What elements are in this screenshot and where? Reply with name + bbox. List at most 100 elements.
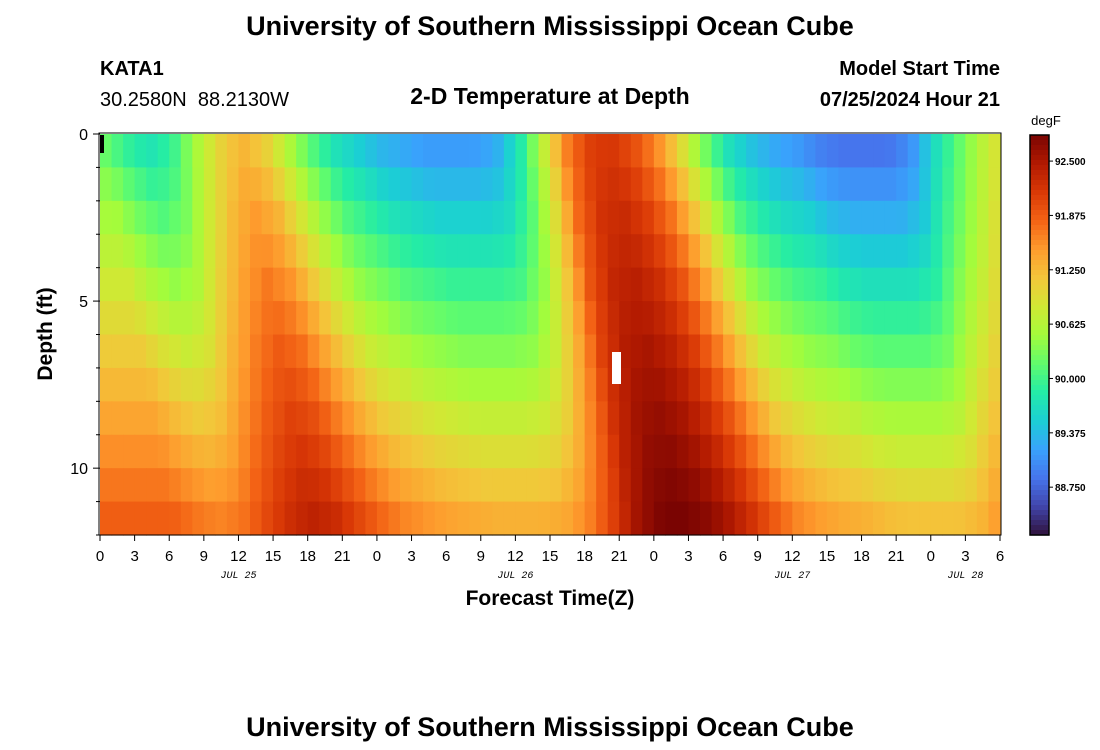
heatmap-cell <box>423 301 436 336</box>
heatmap-cell <box>111 401 124 436</box>
heatmap-cell <box>757 167 770 202</box>
colorbar-swatch <box>1030 230 1049 236</box>
heatmap-cell <box>988 234 1001 269</box>
heatmap-cell <box>342 468 355 503</box>
heatmap-cell <box>169 267 182 302</box>
heatmap-cell <box>630 267 643 302</box>
x-tick-label: 15 <box>819 548 836 565</box>
heatmap-cell <box>469 468 482 503</box>
heatmap-cell <box>561 434 574 469</box>
heatmap-cell <box>884 267 897 302</box>
y-tick-label: 0 <box>79 127 88 144</box>
heatmap-cell <box>653 468 666 503</box>
heatmap-cell <box>584 267 597 302</box>
heatmap-cell <box>100 200 113 235</box>
heatmap-cell <box>769 234 782 269</box>
heatmap-cell <box>976 200 990 235</box>
heatmap-cell <box>850 301 863 336</box>
heatmap-cell <box>711 468 724 503</box>
heatmap-cell <box>884 468 897 503</box>
heatmap-cell <box>434 434 447 469</box>
y-tick-label: 5 <box>79 294 88 311</box>
heatmap-cell <box>953 267 966 302</box>
heatmap-cell <box>769 401 782 436</box>
heatmap-cell <box>457 301 470 336</box>
heatmap-cell <box>746 167 759 202</box>
colorbar-swatch <box>1030 435 1049 441</box>
heatmap-cell <box>769 334 782 369</box>
heatmap-cell <box>850 200 863 235</box>
colorbar-swatch <box>1030 385 1049 391</box>
heatmap-cell <box>111 134 124 169</box>
heatmap-cell <box>342 367 355 402</box>
heatmap-cell <box>515 200 528 235</box>
heatmap-cell <box>273 134 286 169</box>
heatmap-cell <box>815 334 828 369</box>
heatmap-cell <box>526 267 540 302</box>
heatmap-cell <box>803 267 816 302</box>
colorbar-swatch <box>1030 400 1049 406</box>
heatmap-cell <box>861 468 874 503</box>
heatmap-cell <box>157 334 170 369</box>
heatmap-cell <box>203 468 216 503</box>
heatmap-cell <box>192 367 205 402</box>
colorbar-swatch <box>1030 265 1049 271</box>
heatmap-cell <box>411 401 424 436</box>
y-axis: 0 5 10 <box>70 127 100 536</box>
colorbar-swatch <box>1030 465 1049 471</box>
heatmap-cell <box>376 234 390 269</box>
heatmap-cell <box>307 334 320 369</box>
heatmap-cell <box>400 334 413 369</box>
heatmap-cell <box>976 267 990 302</box>
heatmap-cell <box>123 367 136 402</box>
station-id: KATA1 <box>100 58 164 80</box>
heatmap-cell <box>526 334 540 369</box>
colorbar-tick-label: 89.375 <box>1055 429 1086 440</box>
heatmap-cell <box>850 134 863 169</box>
heatmap-cell <box>250 501 263 536</box>
heatmap-cell <box>607 134 620 169</box>
heatmap-cell <box>861 200 874 235</box>
heatmap-cell <box>457 334 470 369</box>
colorbar-swatch <box>1030 210 1049 216</box>
heatmap-cell <box>146 468 159 503</box>
heatmap-cell <box>469 301 482 336</box>
heatmap-cell <box>596 367 609 402</box>
heatmap-cell <box>976 434 990 469</box>
heatmap-cell <box>296 200 309 235</box>
x-tick-label: 9 <box>200 548 208 565</box>
colorbar-swatch <box>1030 165 1049 171</box>
heatmap-cell <box>123 468 136 503</box>
heatmap-cell <box>700 501 713 536</box>
heatmap-cell <box>353 267 366 302</box>
heatmap-cell <box>296 401 309 436</box>
heatmap-cell <box>838 434 851 469</box>
colorbar-swatch <box>1030 475 1049 481</box>
heatmap-cell <box>446 134 459 169</box>
colorbar-swatch <box>1030 335 1049 341</box>
heatmap-cell <box>711 134 724 169</box>
heatmap-cell <box>538 301 551 336</box>
heatmap-cell <box>665 434 678 469</box>
heatmap-cell <box>723 334 736 369</box>
heatmap-cell <box>226 134 240 169</box>
heatmap-cell <box>134 167 147 202</box>
heatmap-cell <box>676 501 690 536</box>
heatmap-cell <box>273 200 286 235</box>
colorbar-swatch <box>1030 410 1049 416</box>
heatmap-cell <box>573 167 586 202</box>
heatmap-cell <box>480 167 493 202</box>
heatmap-cell <box>146 267 159 302</box>
heatmap-cell <box>596 134 609 169</box>
colorbar-swatch <box>1030 280 1049 286</box>
heatmap-cell <box>307 301 320 336</box>
heatmap-cell <box>503 301 516 336</box>
heatmap-cell <box>803 234 816 269</box>
heatmap-cell <box>976 301 990 336</box>
heatmap-cell <box>746 401 759 436</box>
heatmap-cell <box>584 468 597 503</box>
heatmap-cell <box>353 501 366 536</box>
heatmap-cell <box>838 200 851 235</box>
heatmap-cell <box>792 134 805 169</box>
heatmap-cell <box>965 468 978 503</box>
